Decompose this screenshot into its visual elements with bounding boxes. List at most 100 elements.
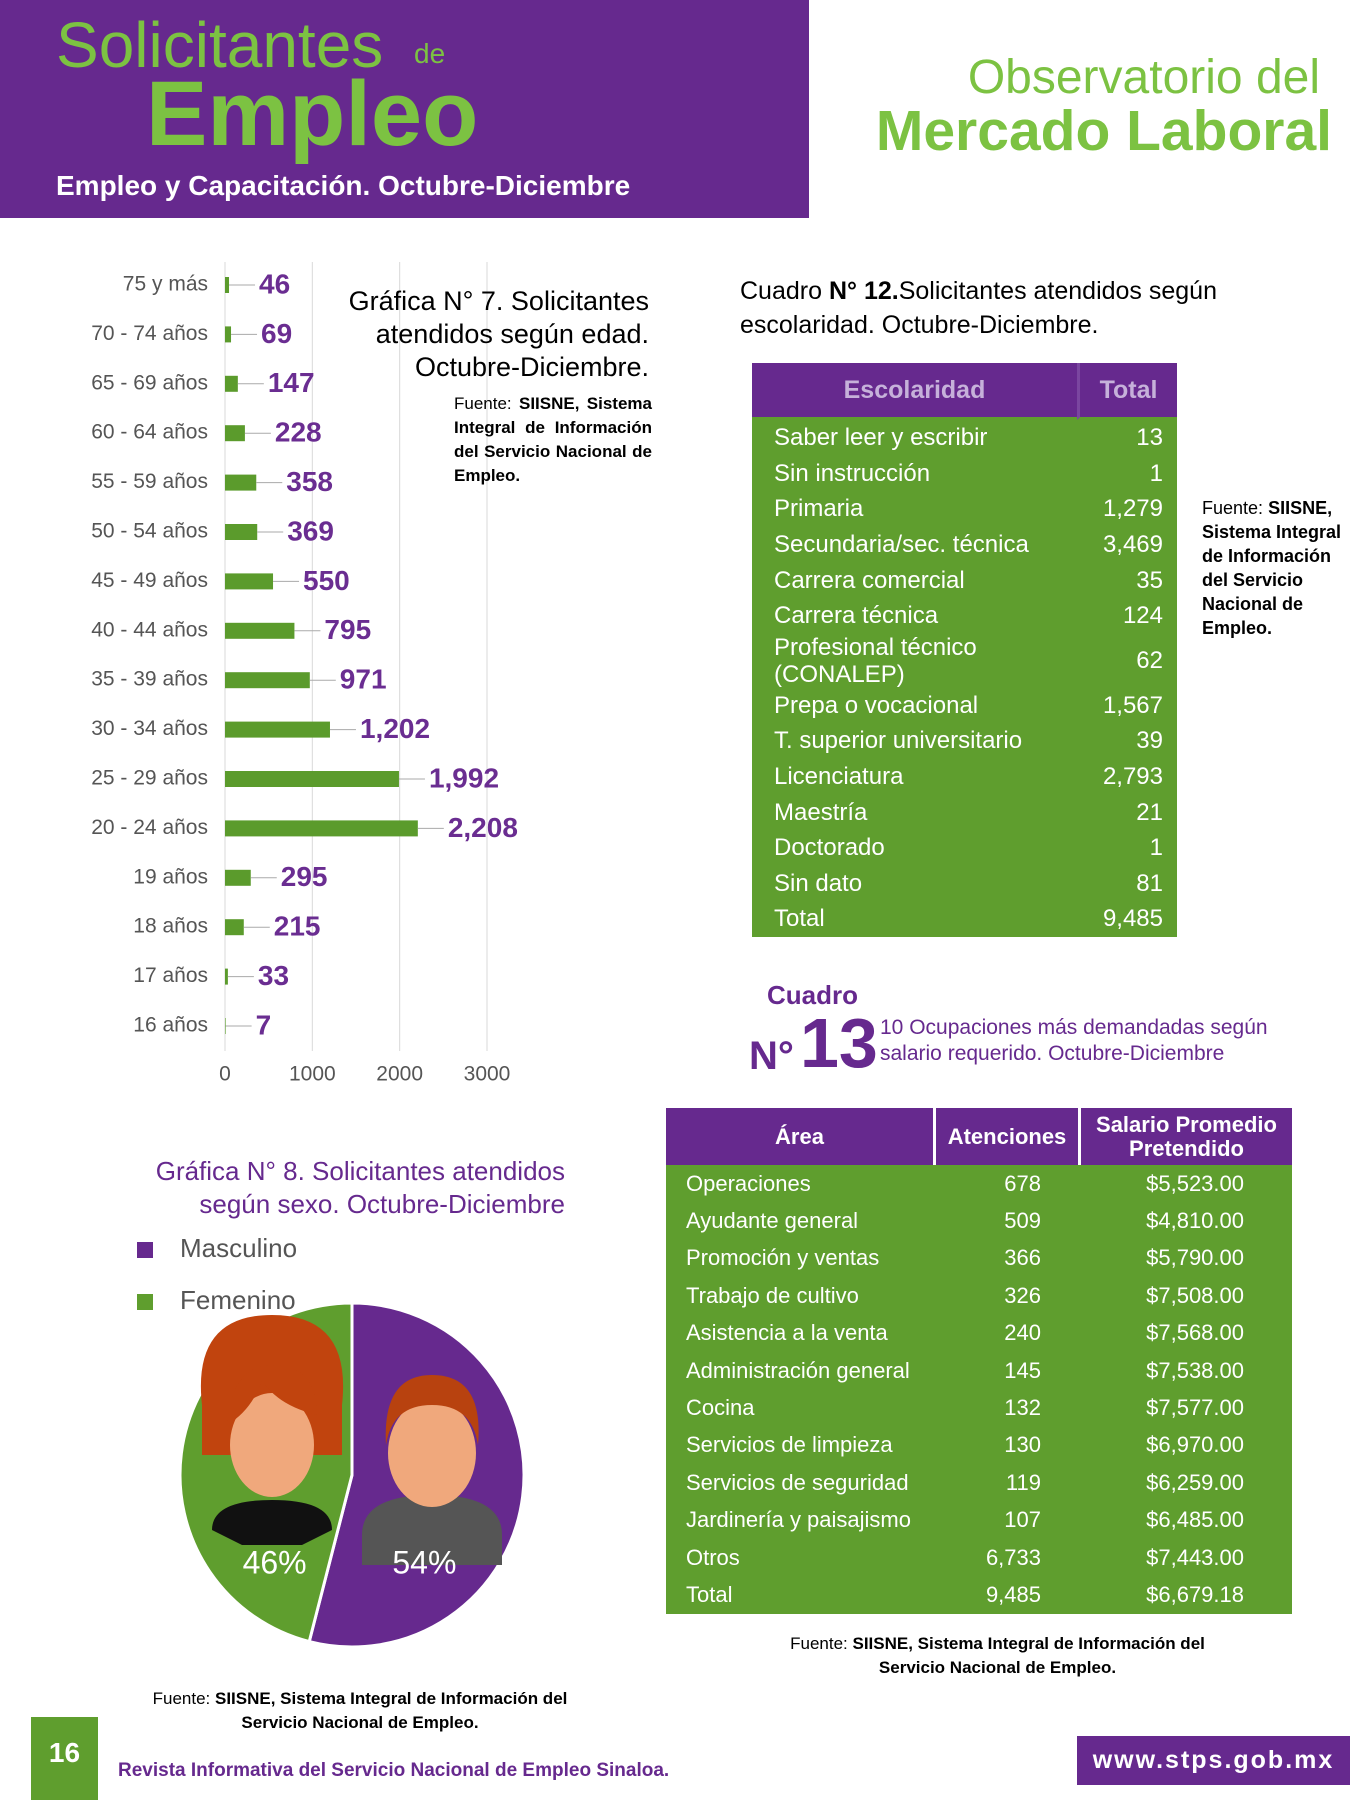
- data-label: 46%: [243, 1544, 307, 1580]
- icon: [388, 1399, 476, 1507]
- data-label: 7: [256, 1009, 272, 1040]
- bar: [225, 375, 238, 392]
- legend-label: Masculino: [180, 1233, 297, 1263]
- data-label: 971: [340, 664, 387, 695]
- title-line: Octubre-Diciembre.: [414, 352, 649, 382]
- table-row: Sin dato 81: [752, 865, 1177, 902]
- table-cell: 145: [936, 1351, 1081, 1390]
- y-tick-label: 18 años: [133, 915, 208, 938]
- pie-chart-source: Fuente: SIISNE, Sistema Integral de Info…: [120, 1687, 600, 1735]
- brand-line2: Mercado Laboral: [875, 99, 1332, 163]
- table-cell: Total: [752, 901, 1077, 937]
- bar: [225, 869, 251, 886]
- data-label: 215: [274, 911, 321, 942]
- table-cell: Otros: [666, 1538, 936, 1577]
- table-cell: $5,523.00: [1081, 1165, 1292, 1203]
- title-number: N° 12.: [828, 277, 899, 305]
- data-label: 2,208: [448, 812, 518, 843]
- data-label: 369: [287, 515, 334, 546]
- source-label: Fuente:: [152, 1689, 211, 1708]
- table-row: Promoción y ventas 366 $5,790.00: [666, 1239, 1292, 1278]
- table-cell: $7,538.00: [1081, 1351, 1292, 1390]
- header-cell: Atenciones: [936, 1108, 1081, 1165]
- table-cell: 2,793: [1077, 758, 1177, 795]
- data-label: 54%: [392, 1544, 456, 1580]
- sex-pie-chart: Masculino Femenino 54% 46%: [137, 1233, 526, 1649]
- table-cell: Sin instrucción: [752, 455, 1077, 492]
- table-cell: 3,469: [1077, 526, 1177, 563]
- table-cell: 107: [936, 1501, 1081, 1539]
- table-cell: 1,279: [1077, 491, 1177, 527]
- table-cell: 240: [936, 1314, 1081, 1352]
- table-row: Prepa o vocacional 1,567: [752, 687, 1177, 724]
- table-cell: Servicios de seguridad: [666, 1464, 936, 1502]
- bar-chart-title: Gráfica N° 7. Solicitantes atendidos segú…: [349, 285, 649, 384]
- table-cell: $5,790.00: [1081, 1239, 1292, 1278]
- table-cell: 81: [1077, 865, 1177, 902]
- table-cell: 130: [936, 1426, 1081, 1465]
- table-row: Otros 6,733 $7,443.00: [666, 1538, 1292, 1577]
- table-cell: 1: [1077, 455, 1177, 492]
- table-row: Asistencia a la venta 240 $7,568.00: [666, 1314, 1292, 1352]
- table-row: Doctorado 1: [752, 829, 1177, 866]
- bar: [225, 277, 230, 293]
- table-row: Carrera comercial 35: [752, 562, 1177, 598]
- y-tick-label: 70 - 74 años: [91, 322, 208, 345]
- table-cell: Licenciatura: [752, 758, 1077, 795]
- table13-no: N°: [749, 1034, 794, 1078]
- bar-chart-source: Fuente: SIISNE, Sistema Integral de Info…: [454, 392, 652, 488]
- table-cell: $7,577.00: [1081, 1389, 1292, 1427]
- bar: [225, 820, 418, 837]
- table13-word: Cuadro: [767, 980, 858, 1010]
- bar: [225, 968, 228, 985]
- source-label: Fuente:: [1202, 498, 1264, 518]
- age-bar-chart: 0 1000 2000 3000 75 y más 46 70 - 74 años 69 65 …: [91, 262, 518, 1086]
- table-cell: $6,259.00: [1081, 1464, 1292, 1502]
- title-rest: Solicitantes atendidos según escolaridad…: [740, 277, 1217, 339]
- table-cell: 6,733: [936, 1538, 1081, 1577]
- table-cell: 13: [1077, 420, 1177, 456]
- title-de: de: [414, 38, 446, 69]
- y-tick-label: 45 - 49 años: [91, 569, 208, 592]
- brand-line1: Observatorio del: [967, 51, 1320, 104]
- table-row: Licenciatura 2,793: [752, 758, 1177, 795]
- source-text: SIISNE, Sistema Integral de Información …: [454, 394, 652, 485]
- table-cell: Saber leer y escribir: [752, 420, 1077, 456]
- table-row: Maestría 21: [752, 794, 1177, 830]
- table-row: Ayudante general 509 $4,810.00: [666, 1202, 1292, 1240]
- table-cell: Servicios de limpieza: [666, 1426, 936, 1465]
- data-label: 358: [286, 466, 333, 497]
- x-tick-label: 3000: [464, 1063, 511, 1086]
- title-line: según sexo. Octubre-Diciembre: [199, 1189, 565, 1219]
- website[interactable]: www.stps.gob.mx: [1077, 1736, 1350, 1785]
- table-row: Servicios de seguridad 119 $6,259.00: [666, 1464, 1292, 1502]
- y-tick-label: 19 años: [133, 865, 208, 888]
- table-cell: Doctorado: [752, 829, 1077, 866]
- header-cell: Salario Promedio Pretendido: [1081, 1108, 1292, 1165]
- title-line1: Solicitantes: [56, 9, 384, 81]
- y-tick-label: 25 - 29 años: [91, 767, 208, 790]
- table-cell: Trabajo de cultivo: [666, 1277, 936, 1315]
- y-tick-label: 55 - 59 años: [91, 470, 208, 493]
- table-row: Trabajo de cultivo 326 $7,508.00: [666, 1277, 1292, 1315]
- table-cell: Carrera técnica: [752, 597, 1077, 634]
- bar: [225, 672, 310, 689]
- icon: [385, 1375, 479, 1445]
- data-label: 147: [268, 367, 315, 398]
- data-label: 69: [261, 318, 292, 349]
- bar: [225, 622, 295, 639]
- table-row: Primaria 1,279: [752, 491, 1177, 527]
- source-text: SIISNE, Sistema Integral de Información …: [215, 1689, 568, 1732]
- bar: [225, 425, 245, 442]
- bar: [225, 573, 274, 590]
- y-tick-label: 17 años: [133, 964, 208, 987]
- icon: [230, 1393, 314, 1497]
- bar: [225, 919, 244, 936]
- table12-source: Fuente: SIISNE, Sistema Integral de Info…: [1202, 496, 1342, 640]
- table-cell: 678: [936, 1165, 1081, 1203]
- table-row: Total 9,485 $6,679.18: [666, 1576, 1292, 1614]
- table-cell: Administración general: [666, 1351, 936, 1390]
- table-cell: 39: [1077, 723, 1177, 759]
- header-cell: Escolaridad: [752, 363, 1077, 420]
